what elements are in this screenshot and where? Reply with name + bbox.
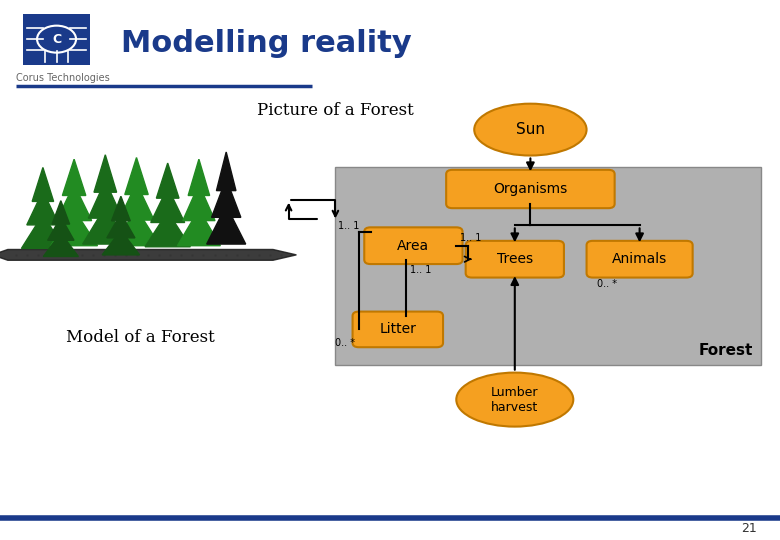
Text: 1.. 1: 1.. 1 [460, 233, 481, 244]
Polygon shape [102, 230, 140, 255]
Polygon shape [22, 214, 65, 248]
Polygon shape [62, 159, 86, 195]
Polygon shape [207, 205, 246, 244]
Text: Area: Area [397, 239, 430, 253]
FancyBboxPatch shape [466, 241, 564, 278]
Polygon shape [107, 213, 135, 238]
FancyBboxPatch shape [335, 167, 760, 364]
FancyBboxPatch shape [364, 227, 463, 264]
Polygon shape [156, 163, 179, 198]
Polygon shape [52, 201, 69, 224]
Text: Trees: Trees [497, 252, 533, 266]
Text: 1.. 1: 1.. 1 [410, 265, 431, 275]
FancyBboxPatch shape [353, 312, 443, 347]
Polygon shape [83, 207, 128, 244]
Polygon shape [211, 179, 241, 217]
Text: Animals: Animals [612, 252, 667, 266]
Text: Organisms: Organisms [493, 182, 568, 196]
Text: Litter: Litter [379, 322, 417, 336]
Polygon shape [27, 191, 59, 225]
FancyBboxPatch shape [587, 241, 693, 278]
Text: Forest: Forest [698, 343, 753, 358]
Polygon shape [145, 212, 190, 247]
Polygon shape [112, 197, 130, 221]
Text: Model of a Forest: Model of a Forest [66, 329, 215, 346]
Polygon shape [0, 249, 296, 260]
Polygon shape [94, 155, 117, 192]
Text: 0.. *: 0.. * [335, 338, 355, 348]
Polygon shape [44, 233, 78, 256]
Text: 0.. *: 0.. * [597, 279, 617, 289]
Text: 21: 21 [741, 522, 757, 535]
Text: Modelling reality: Modelling reality [121, 29, 412, 58]
FancyBboxPatch shape [23, 14, 90, 65]
Text: Corus Technologies: Corus Technologies [16, 73, 109, 83]
Text: 1.. 1: 1.. 1 [338, 221, 359, 231]
Polygon shape [119, 183, 154, 220]
Ellipse shape [474, 104, 587, 156]
Polygon shape [88, 181, 122, 218]
Text: C: C [52, 32, 61, 46]
Polygon shape [188, 159, 210, 195]
Polygon shape [178, 210, 221, 246]
Polygon shape [51, 210, 98, 246]
Polygon shape [151, 187, 185, 222]
Polygon shape [216, 152, 236, 191]
Polygon shape [113, 209, 160, 246]
Text: Picture of a Forest: Picture of a Forest [257, 102, 414, 119]
Text: Lumber
harvest: Lumber harvest [491, 386, 538, 414]
Polygon shape [32, 167, 54, 201]
Polygon shape [125, 158, 148, 194]
FancyBboxPatch shape [446, 170, 615, 208]
Text: Sun: Sun [516, 122, 545, 137]
Polygon shape [57, 184, 92, 220]
Polygon shape [48, 217, 74, 240]
Ellipse shape [456, 373, 573, 427]
Polygon shape [183, 184, 215, 220]
